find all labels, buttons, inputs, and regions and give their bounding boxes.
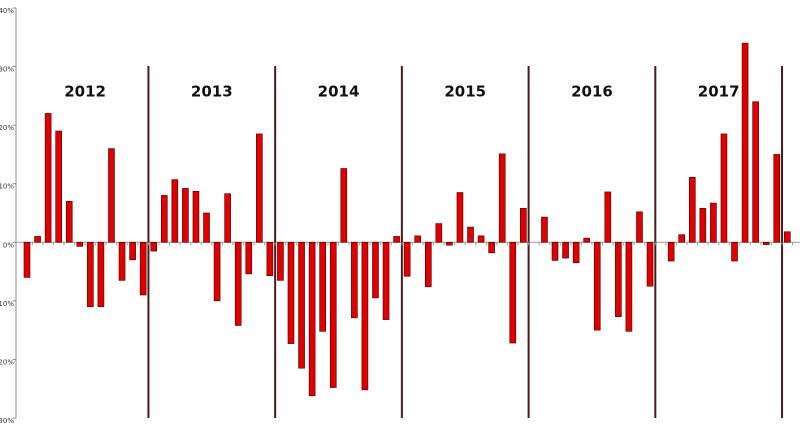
bar xyxy=(256,133,263,243)
bar xyxy=(234,241,242,326)
bar xyxy=(520,208,527,243)
year-label: 2013 xyxy=(191,83,233,101)
bar xyxy=(213,241,221,302)
bar xyxy=(129,241,136,261)
bar xyxy=(351,241,358,319)
bar xyxy=(509,241,517,344)
y-tick-label: 0% xyxy=(3,241,14,249)
bar xyxy=(593,241,601,331)
bar xyxy=(424,241,432,288)
bar xyxy=(477,235,485,243)
bar xyxy=(752,101,759,243)
bar xyxy=(108,148,115,243)
year-label: 2017 xyxy=(698,83,740,101)
y-tick-label: -30% xyxy=(0,417,14,425)
bar xyxy=(372,241,379,299)
bar xyxy=(298,241,305,369)
bar xyxy=(329,241,337,388)
y-tick-label: 40% xyxy=(0,7,14,15)
bar xyxy=(76,241,84,247)
bar xyxy=(287,241,295,344)
bar xyxy=(446,241,453,246)
bar xyxy=(319,241,326,332)
bar xyxy=(435,223,443,243)
bar xyxy=(65,200,73,243)
bar xyxy=(583,237,590,243)
bar xyxy=(266,241,274,276)
bar xyxy=(44,113,52,243)
bar xyxy=(414,235,422,243)
bar xyxy=(393,236,400,243)
y-tick-label: -10% xyxy=(0,300,14,308)
bar xyxy=(773,154,781,243)
y-tick-label: 10% xyxy=(0,183,14,191)
year-label: 2016 xyxy=(571,83,613,101)
bar xyxy=(87,241,94,308)
bar xyxy=(23,241,31,278)
bar xyxy=(720,133,728,243)
bar xyxy=(646,241,654,287)
y-tick-label: 20% xyxy=(0,124,14,132)
y-tick-label: -20% xyxy=(0,358,14,366)
bar xyxy=(403,241,411,277)
bar xyxy=(688,176,696,243)
bar xyxy=(667,241,675,262)
bar xyxy=(277,241,284,281)
bar xyxy=(456,192,464,243)
bar xyxy=(467,226,474,243)
bar xyxy=(245,241,253,275)
bar xyxy=(361,241,369,391)
bar xyxy=(224,193,231,243)
y-tick-label: 30% xyxy=(0,66,14,74)
year-label: 2012 xyxy=(64,83,106,101)
bar xyxy=(541,216,548,243)
bar xyxy=(551,241,559,261)
bar xyxy=(308,241,316,397)
bar xyxy=(55,130,62,243)
bar xyxy=(741,42,749,243)
year-label: 2015 xyxy=(444,83,486,101)
bar xyxy=(678,234,686,243)
bar xyxy=(97,241,105,308)
bar xyxy=(182,188,189,243)
bar xyxy=(340,168,348,243)
bar xyxy=(784,231,791,243)
bar xyxy=(171,179,179,243)
bar xyxy=(203,212,210,243)
bar xyxy=(625,241,633,332)
bar xyxy=(636,211,643,243)
bar xyxy=(488,241,495,254)
bar xyxy=(34,236,41,243)
bar xyxy=(562,241,569,259)
bar xyxy=(699,208,707,243)
bar xyxy=(498,153,506,243)
bar xyxy=(118,241,126,281)
bar xyxy=(604,191,612,243)
bar xyxy=(160,195,168,243)
bar xyxy=(731,241,738,262)
bar xyxy=(192,191,200,243)
bar xyxy=(615,241,622,317)
bar xyxy=(382,241,390,320)
bar xyxy=(762,241,770,245)
bar xyxy=(139,241,147,296)
bar xyxy=(572,241,580,264)
year-label: 2014 xyxy=(318,83,360,101)
bar xyxy=(150,241,158,252)
bar xyxy=(710,202,717,243)
